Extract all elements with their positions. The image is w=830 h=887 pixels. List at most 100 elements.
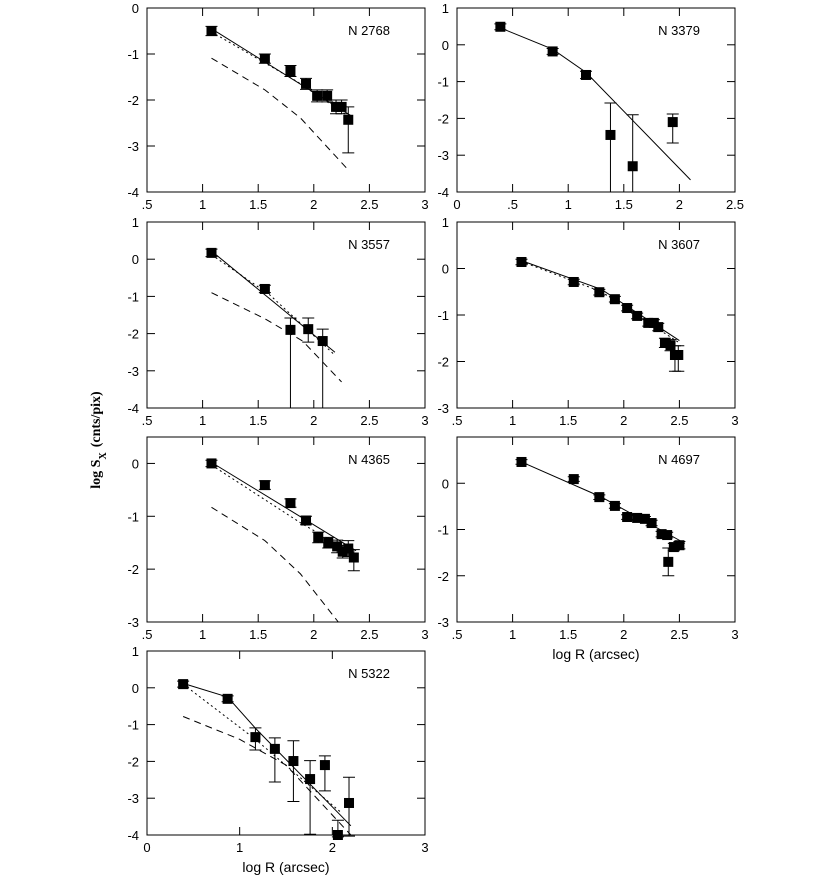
y-tick-label: -1 <box>437 523 449 538</box>
data-point <box>206 26 217 36</box>
model-line <box>182 716 352 836</box>
data-point <box>609 500 620 511</box>
data-point <box>303 324 314 335</box>
y-tick-label: -3 <box>127 615 139 630</box>
y-tick-label: -1 <box>437 75 449 90</box>
x-tick-label: 1 <box>509 627 516 642</box>
x-tick-label: 2 <box>310 627 317 642</box>
data-point <box>344 797 355 808</box>
y-tick-label: -3 <box>127 139 139 154</box>
y-tick-label: -3 <box>127 364 139 379</box>
data-point <box>639 513 650 524</box>
data-point <box>285 324 296 335</box>
x-tick-label: 1.5 <box>559 413 577 428</box>
data-point <box>285 66 296 77</box>
data-point <box>259 480 270 491</box>
data-point <box>269 743 280 754</box>
y-axis-label: log SX (cnts/pix) <box>89 391 109 489</box>
y-tick-label: 1 <box>442 1 449 16</box>
error-bar <box>287 740 300 803</box>
data-point <box>632 512 643 523</box>
x-tick-label: 2.5 <box>360 413 378 428</box>
y-tick-label: -3 <box>437 401 449 416</box>
x-axis-label: log R (arcsec) <box>242 859 329 875</box>
data-point <box>319 760 330 771</box>
data-point <box>605 129 616 140</box>
data-point <box>222 693 233 704</box>
y-tick-label: -1 <box>127 289 139 304</box>
data-point <box>301 78 312 89</box>
y-tick-label: 0 <box>132 681 139 696</box>
panel-label: N 3379 <box>658 23 700 38</box>
panel-label: N 2768 <box>348 23 390 38</box>
panel-label: N 5322 <box>348 666 390 681</box>
data-point <box>332 830 343 840</box>
data-point <box>348 552 359 563</box>
model-line <box>182 683 342 814</box>
x-tick-label: 2 <box>620 627 627 642</box>
plot-frame <box>146 436 426 623</box>
data-point <box>250 732 261 743</box>
x-tick-label: 3 <box>731 627 738 642</box>
x-tick-label: 1.5 <box>249 197 267 212</box>
plot-frame <box>456 7 736 193</box>
x-tick-label: 1 <box>565 197 572 212</box>
model-line <box>211 31 352 119</box>
y-tick-label: -1 <box>127 47 139 62</box>
error-bar <box>604 102 617 193</box>
y-tick-label: 0 <box>442 476 449 491</box>
y-tick-label: -2 <box>127 327 139 342</box>
x-tick-label: 1 <box>199 413 206 428</box>
data-point <box>594 492 605 503</box>
y-tick-label: -4 <box>127 401 139 416</box>
data-point <box>594 287 605 298</box>
x-tick-label: .5 <box>507 197 518 212</box>
y-tick-label: 0 <box>132 456 139 471</box>
x-tick-label: .5 <box>142 627 153 642</box>
x-tick-label: 3 <box>731 413 738 428</box>
y-tick-label: 1 <box>132 215 139 230</box>
y-tick-label: -1 <box>437 308 449 323</box>
x-tick-label: 2 <box>676 197 683 212</box>
data-point <box>673 349 684 360</box>
model-line <box>211 464 357 555</box>
y-tick-label: -4 <box>437 185 449 200</box>
data-point <box>343 543 354 554</box>
data-point <box>305 774 316 785</box>
x-tick-label: 1 <box>236 840 243 855</box>
data-point <box>632 310 643 321</box>
y-tick-label: -2 <box>437 111 449 126</box>
data-point <box>656 529 667 540</box>
data-point <box>331 101 342 112</box>
y-tick-label: -3 <box>127 791 139 806</box>
model-line <box>211 506 339 623</box>
panel-label: N 4365 <box>348 452 390 467</box>
x-tick-label: 1.5 <box>249 627 267 642</box>
data-point <box>301 515 312 526</box>
data-point <box>259 53 270 64</box>
data-point <box>659 337 670 348</box>
y-tick-label: -2 <box>127 562 139 577</box>
x-tick-label: 3 <box>421 413 428 428</box>
model-line <box>211 57 349 171</box>
error-bar <box>626 114 639 193</box>
x-tick-label: 0 <box>143 840 150 855</box>
x-tick-label: 2.5 <box>670 413 688 428</box>
y-tick-label: -3 <box>437 615 449 630</box>
model-line <box>211 461 357 552</box>
x-tick-label: 1 <box>199 197 206 212</box>
data-point <box>317 336 328 347</box>
y-tick-label: 0 <box>442 262 449 277</box>
y-tick-label: 1 <box>442 215 449 230</box>
data-point <box>653 322 664 333</box>
data-point <box>313 532 324 543</box>
data-point <box>288 756 299 767</box>
data-point <box>206 247 217 258</box>
panel-label: N 3607 <box>658 237 700 252</box>
y-tick-label: -2 <box>437 569 449 584</box>
y-tick-label: -3 <box>437 148 449 163</box>
x-axis-label: log R (arcsec) <box>552 646 639 662</box>
data-point <box>312 90 323 101</box>
model-line <box>182 682 352 827</box>
